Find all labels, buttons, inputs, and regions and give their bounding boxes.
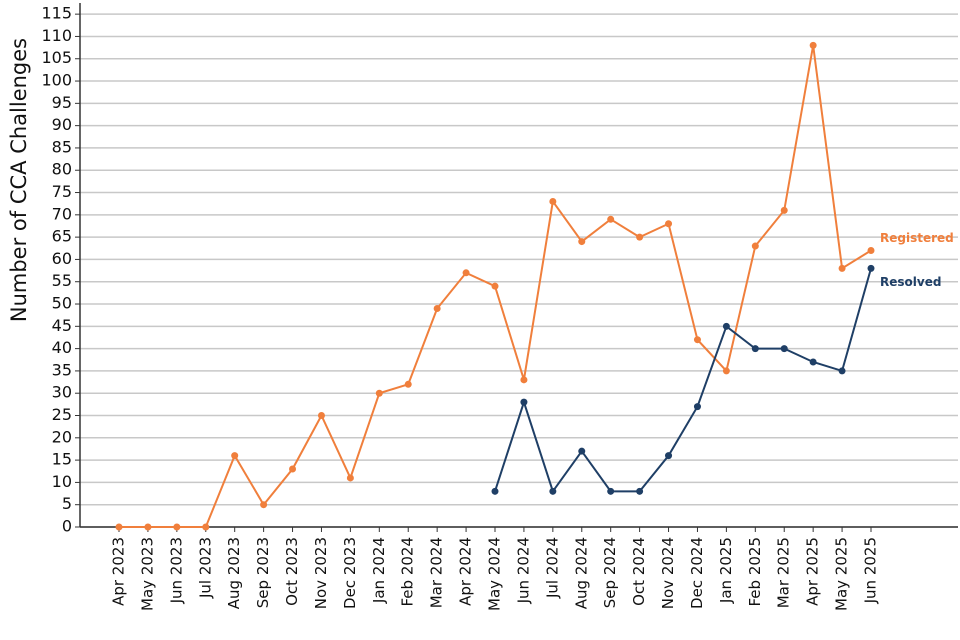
- x-tick-label: Sep 2023: [254, 537, 272, 608]
- x-tick-label: Apr 2023: [110, 537, 128, 606]
- x-tick-label: May 2024: [486, 537, 504, 611]
- y-tick-label: 65: [52, 227, 72, 246]
- point: [317, 412, 325, 420]
- point: [578, 447, 586, 455]
- point: [549, 197, 557, 205]
- y-tick-label: 30: [52, 383, 72, 402]
- x-tick-label: Jun 2024: [514, 537, 532, 604]
- x-tick-label: Dec 2023: [341, 537, 359, 609]
- point: [838, 367, 846, 375]
- point: [260, 501, 268, 509]
- y-tick-label: 70: [52, 204, 72, 223]
- point: [144, 523, 152, 531]
- x-tick-label: May 2023: [138, 537, 156, 611]
- x-tick-label: May 2025: [833, 537, 851, 611]
- point: [491, 282, 499, 290]
- point: [607, 215, 615, 223]
- series-line: [494, 268, 872, 494]
- point: [173, 523, 181, 531]
- point: [520, 376, 528, 384]
- point: [202, 523, 210, 531]
- x-tick-label: Apr 2024: [457, 537, 475, 606]
- x-tick-label: Feb 2025: [746, 537, 764, 607]
- point: [693, 336, 701, 344]
- point: [722, 367, 730, 375]
- x-tick-label: Mar 2024: [428, 537, 446, 608]
- point: [289, 465, 297, 473]
- point: [636, 233, 644, 241]
- x-tick-label: Jun 2025: [862, 537, 880, 604]
- point: [751, 242, 759, 250]
- y-tick-label: 10: [52, 472, 72, 491]
- y-tick-label: 85: [52, 137, 72, 156]
- point: [433, 304, 441, 312]
- x-tick-label: Oct 2024: [630, 537, 648, 606]
- point: [722, 322, 730, 330]
- point: [780, 345, 788, 353]
- y-tick-label: 15: [52, 450, 72, 469]
- x-tick-label: Apr 2025: [804, 537, 822, 606]
- x-tick-label: Nov 2023: [312, 537, 330, 609]
- y-tick-label: 80: [52, 160, 72, 179]
- y-tick-label: 50: [52, 294, 72, 313]
- x-tick-label: Feb 2024: [399, 537, 417, 607]
- point: [665, 452, 673, 460]
- point: [491, 487, 499, 495]
- x-tick-label: Jan 2024: [370, 537, 388, 604]
- y-tick-label: 0: [62, 517, 72, 536]
- y-tick-label: 75: [52, 182, 72, 201]
- x-tick-label: Nov 2024: [659, 537, 677, 609]
- y-tick-label: 60: [52, 249, 72, 268]
- x-tick-label: Aug 2024: [572, 537, 590, 609]
- point: [636, 487, 644, 495]
- point: [231, 452, 239, 460]
- x-tick-label: Sep 2024: [601, 537, 619, 608]
- y-tick-label: 5: [62, 494, 72, 513]
- point: [115, 523, 123, 531]
- y-tick-label: 90: [52, 115, 72, 134]
- point: [867, 247, 875, 255]
- y-tick-label: 55: [52, 271, 72, 290]
- point: [809, 41, 817, 49]
- y-tick-label: 45: [52, 316, 72, 335]
- point: [809, 358, 817, 366]
- x-tick-label: Jun 2023: [167, 537, 185, 604]
- point: [665, 220, 673, 228]
- point: [693, 403, 701, 411]
- point: [867, 264, 875, 272]
- series-label: Resolved: [880, 275, 941, 289]
- series-label: Registered: [880, 231, 954, 245]
- x-tick-label: Dec 2024: [688, 537, 706, 609]
- point: [780, 206, 788, 214]
- point: [520, 398, 528, 406]
- x-tick-label: Mar 2025: [775, 537, 793, 608]
- x-tick-label: Jul 2023: [196, 537, 214, 599]
- point: [404, 380, 412, 388]
- y-tick-label: 35: [52, 360, 72, 379]
- point: [838, 264, 846, 272]
- x-tick-label: Jul 2024: [543, 537, 561, 599]
- x-tick-label: Oct 2023: [283, 537, 301, 606]
- point: [751, 345, 759, 353]
- y-tick-label: 40: [52, 338, 72, 357]
- y-tick-label: 105: [41, 48, 72, 67]
- point: [375, 389, 383, 397]
- point: [462, 269, 470, 277]
- y-tick-label: 110: [41, 26, 72, 45]
- y-axis-label: Number of CCA Challenges: [7, 38, 31, 322]
- y-tick-label: 95: [52, 93, 72, 112]
- point: [549, 487, 557, 495]
- point: [346, 474, 354, 482]
- y-tick-label: 25: [52, 405, 72, 424]
- x-tick-label: Aug 2023: [225, 537, 243, 609]
- x-tick-label: Jan 2025: [717, 537, 735, 604]
- point: [578, 238, 586, 246]
- y-tick-label: 115: [41, 4, 72, 23]
- y-tick-label: 100: [41, 71, 72, 90]
- y-tick-label: 20: [52, 427, 72, 446]
- point: [607, 487, 615, 495]
